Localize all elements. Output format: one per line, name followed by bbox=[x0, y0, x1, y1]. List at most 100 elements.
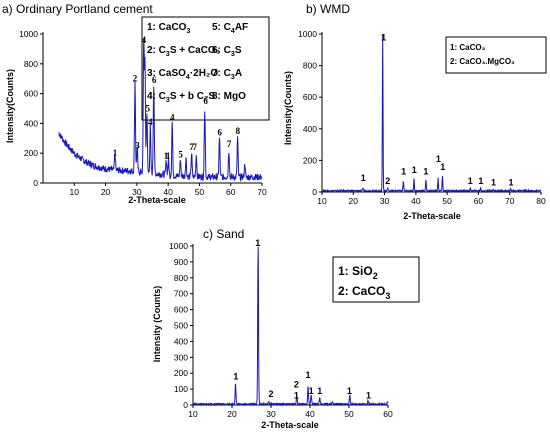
y-tick-label: 700 bbox=[174, 289, 188, 299]
peak-label: 1 bbox=[361, 173, 366, 183]
peak-label: 3 bbox=[135, 141, 140, 151]
x-tick-label: 70 bbox=[505, 196, 515, 206]
x-tick-label: 30 bbox=[132, 187, 142, 197]
x-tick-label: 50 bbox=[195, 187, 205, 197]
peak-label: 1 bbox=[401, 167, 406, 177]
x-tick-label: 50 bbox=[442, 196, 452, 206]
y-tick-label: 400 bbox=[303, 124, 317, 134]
peak-label: 1 bbox=[423, 167, 428, 177]
y-tick-label: 800 bbox=[303, 61, 317, 71]
peak-label: 1 bbox=[366, 391, 371, 401]
y-tick-label: 0 bbox=[183, 400, 188, 410]
x-tick-label: 30 bbox=[266, 409, 276, 419]
panel-a-ylabel: Intensity(Counts) bbox=[5, 69, 15, 143]
peak-label: 4 bbox=[148, 117, 153, 127]
x-tick-label: 20 bbox=[349, 196, 359, 206]
peak-label: 1 bbox=[233, 372, 238, 382]
peak-label: 7 bbox=[192, 142, 197, 152]
y-tick-label: 400 bbox=[24, 118, 38, 128]
legend-entry: 2: CaCO3 bbox=[338, 284, 390, 301]
y-tick-label: 0 bbox=[312, 187, 317, 197]
x-tick-label: 30 bbox=[380, 196, 390, 206]
x-tick-label: 10 bbox=[70, 187, 80, 197]
peak-label: 1 bbox=[440, 162, 445, 172]
y-tick-label: 100 bbox=[174, 384, 188, 394]
x-tick-label: 10 bbox=[317, 196, 327, 206]
legend-entry: 1: CaCO3 bbox=[147, 22, 190, 35]
legend-entry: 1: SiO2 bbox=[338, 264, 378, 281]
peak-label: 1 bbox=[255, 238, 260, 248]
x-tick-label: 60 bbox=[226, 187, 236, 197]
y-tick-label: 0 bbox=[33, 178, 38, 188]
peak-label: 4 bbox=[141, 35, 146, 45]
peak-label: 1 bbox=[317, 386, 322, 396]
y-tick-label: 600 bbox=[303, 92, 317, 102]
panel-b-ylabel: Intensity(Counts) bbox=[283, 71, 293, 145]
peak-label: 1 bbox=[294, 391, 299, 401]
x-tick-label: 40 bbox=[163, 187, 173, 197]
legend-entry: 5: C4AF bbox=[212, 22, 248, 35]
peak-label: 6 bbox=[203, 96, 208, 106]
legend-entry: 7: C3A bbox=[212, 68, 242, 81]
y-tick-label: 1000 bbox=[298, 29, 317, 39]
panel-c-xlabel: 2-Theta-scale bbox=[261, 420, 319, 430]
x-tick-label: 60 bbox=[474, 196, 484, 206]
peak-label: 8 bbox=[236, 126, 241, 136]
legend-entry: 2: C3S + CaCO₃ bbox=[147, 45, 221, 58]
y-tick-label: 900 bbox=[174, 257, 188, 267]
xrd-trace bbox=[192, 246, 389, 407]
peak-label: 1 bbox=[468, 176, 473, 186]
legend-entry: 1: CaCO₃ bbox=[450, 43, 486, 52]
peak-label: 1 bbox=[306, 370, 311, 380]
y-tick-label: 800 bbox=[24, 59, 38, 69]
y-tick-label: 600 bbox=[174, 305, 188, 315]
peak-label: 1 bbox=[478, 176, 483, 186]
panel-b-xlabel: 2-Theta-scale bbox=[403, 211, 461, 221]
y-tick-label: 300 bbox=[174, 352, 188, 362]
x-tick-label: 40 bbox=[305, 409, 315, 419]
y-tick-label: 800 bbox=[174, 273, 188, 283]
peak-label: 2 bbox=[385, 176, 390, 186]
peak-label: 5 bbox=[146, 103, 151, 113]
y-tick-label: 400 bbox=[174, 336, 188, 346]
x-tick-label: 10 bbox=[188, 409, 198, 419]
xrd-trace bbox=[58, 38, 263, 183]
peak-label: 1 bbox=[347, 386, 352, 396]
peak-label: 6 bbox=[218, 127, 223, 137]
peak-label: 6 bbox=[152, 75, 157, 85]
legend-entry: 6: C3S bbox=[212, 45, 242, 58]
x-tick-label: 20 bbox=[227, 409, 237, 419]
panel-a-xlabel: 2-Theta-scale bbox=[128, 195, 186, 205]
peak-label: 7 bbox=[189, 142, 194, 152]
y-tick-label: 200 bbox=[303, 155, 317, 165]
peak-label: 1 bbox=[436, 154, 441, 164]
peak-label: 1 bbox=[381, 32, 386, 42]
legend-entry: 4: C3S + b C₂S bbox=[147, 91, 215, 104]
panel-b-legend bbox=[445, 36, 547, 74]
x-tick-label: 40 bbox=[411, 196, 421, 206]
x-tick-label: 50 bbox=[344, 409, 354, 419]
peak-label: 1 bbox=[309, 386, 314, 396]
peak-label: 1 bbox=[508, 178, 513, 188]
y-tick-label: 200 bbox=[174, 368, 188, 378]
y-tick-label: 200 bbox=[24, 148, 38, 158]
peak-label: 1 bbox=[166, 151, 171, 161]
legend-entry: 2: CaCO₃.MgCO₃ bbox=[450, 57, 515, 66]
y-tick-label: 1000 bbox=[19, 29, 38, 39]
legend-entry: 8: MgO bbox=[212, 91, 246, 102]
peak-label: 4 bbox=[170, 112, 175, 122]
peak-label: 7 bbox=[227, 139, 232, 149]
y-tick-label: 600 bbox=[24, 89, 38, 99]
y-tick-label: 1000 bbox=[169, 241, 188, 251]
peak-label: 1 bbox=[113, 148, 118, 158]
x-tick-label: 70 bbox=[257, 187, 267, 197]
peak-label: 1 bbox=[164, 151, 169, 161]
xrd-trace bbox=[321, 33, 542, 194]
panel-c-legend bbox=[332, 256, 420, 303]
panel-b: b) WMD Intensity(Counts) 2-Theta-scale 0… bbox=[283, 2, 547, 221]
panel-c-ylabel: Intensity (Counts) bbox=[152, 286, 162, 363]
x-tick-label: 20 bbox=[101, 187, 111, 197]
panel-b-title: b) WMD bbox=[306, 2, 350, 16]
legend-entry: 3: CaSO4·2H₂O bbox=[147, 68, 218, 81]
